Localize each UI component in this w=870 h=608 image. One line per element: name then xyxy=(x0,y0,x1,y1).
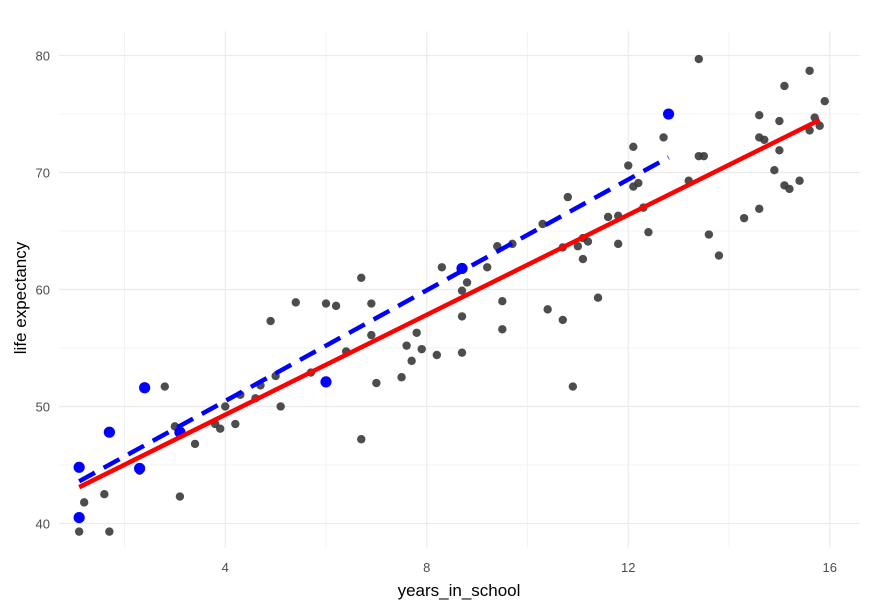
gray-data-point xyxy=(805,66,814,75)
gray-data-point xyxy=(624,161,633,170)
major-gridlines xyxy=(59,31,860,548)
gray-data-point xyxy=(462,278,472,287)
gray-data-point xyxy=(538,219,547,229)
gray-data-point xyxy=(770,165,779,175)
blue-data-point xyxy=(73,461,85,473)
y-axis-title: life expectancy xyxy=(11,241,30,354)
x-axis-title: years_in_school xyxy=(398,581,521,600)
gray-data-point xyxy=(331,301,341,311)
gray-data-point xyxy=(815,121,824,130)
gray-data-point xyxy=(407,356,416,366)
gray-data-point xyxy=(775,116,784,126)
gray-data-point xyxy=(417,344,426,354)
y-tick-label: 70 xyxy=(36,166,50,181)
gray-data-point xyxy=(603,212,613,222)
gray-data-point xyxy=(105,527,114,536)
gray-data-point xyxy=(714,251,724,260)
gray-data-point xyxy=(321,299,331,308)
gray-data-point xyxy=(795,176,804,185)
gray-data-point xyxy=(820,96,829,106)
gray-data-point xyxy=(412,328,421,337)
gray-data-point xyxy=(755,111,764,120)
gray-data-point xyxy=(613,239,623,249)
gray-data-point xyxy=(694,54,703,64)
gray-data-point xyxy=(593,293,603,302)
gray-data-point xyxy=(291,298,300,307)
gray-data-point xyxy=(74,527,84,536)
blue-data-point xyxy=(73,511,85,524)
gray-data-point xyxy=(760,135,769,144)
gray-data-point xyxy=(498,325,507,334)
gray-data-point xyxy=(573,242,583,251)
gray-data-point xyxy=(457,286,467,295)
gray-data-point xyxy=(100,489,109,499)
gray-data-point xyxy=(216,424,225,433)
gray-data-point xyxy=(221,402,230,411)
gray-data-point xyxy=(372,378,381,388)
gray-data-point xyxy=(483,263,492,272)
blue-dashed-fit-line xyxy=(78,155,670,484)
gray-data-point xyxy=(644,227,653,237)
gray-data-point xyxy=(457,312,467,321)
red-fit-line xyxy=(78,117,821,490)
gray-data-point xyxy=(543,305,552,314)
blue-data-point xyxy=(134,462,146,475)
gray-data-point xyxy=(357,273,366,283)
blue-data-point xyxy=(662,108,675,120)
gray-data-point xyxy=(739,213,749,223)
y-tick-label: 50 xyxy=(36,399,50,414)
gray-data-point xyxy=(79,498,89,507)
gray-data-point xyxy=(775,146,784,155)
y-tick-label: 80 xyxy=(36,49,50,64)
gray-data-point xyxy=(755,204,764,213)
gray-data-point xyxy=(266,316,275,326)
gray-data-point xyxy=(357,435,366,444)
gray-data-point xyxy=(498,296,507,306)
gray-data-point xyxy=(563,192,573,202)
y-axis-tick-labels: 40 50 60 70 80 xyxy=(36,49,50,532)
gray-data-point xyxy=(402,341,411,350)
gray-data-point xyxy=(785,184,794,194)
gray-data-point xyxy=(629,142,638,151)
gray-data-point xyxy=(629,182,638,191)
y-tick-label: 40 xyxy=(36,516,50,531)
gray-data-point xyxy=(367,330,376,340)
gray-data-point xyxy=(780,81,789,91)
gray-data-point xyxy=(276,402,285,411)
y-tick-label: 60 xyxy=(36,283,50,298)
gray-points-series xyxy=(74,54,829,536)
gray-data-point xyxy=(704,230,714,239)
x-tick-label: 12 xyxy=(621,560,635,575)
x-tick-label: 4 xyxy=(222,560,229,575)
gray-data-point xyxy=(578,254,588,264)
blue-data-point xyxy=(103,426,115,438)
gray-data-point xyxy=(699,151,709,161)
x-axis-tick-labels: 4 8 12 16 xyxy=(222,560,837,575)
x-tick-label: 16 xyxy=(823,560,837,575)
blue-data-point xyxy=(320,376,332,388)
x-tick-label: 8 xyxy=(423,560,430,575)
gray-data-point xyxy=(397,373,406,382)
gray-data-point xyxy=(367,299,376,308)
gray-data-point xyxy=(175,492,185,501)
gray-data-point xyxy=(457,348,467,357)
gray-data-point xyxy=(190,439,200,449)
blue-points-series xyxy=(73,108,675,524)
minor-gridlines xyxy=(59,31,860,548)
gray-data-point xyxy=(231,419,240,429)
fit-lines xyxy=(78,117,821,490)
gray-data-point xyxy=(160,382,169,391)
gray-data-point xyxy=(558,315,567,325)
gray-data-point xyxy=(568,382,578,391)
gray-data-point xyxy=(659,133,668,142)
blue-data-point xyxy=(139,382,151,394)
gray-data-point xyxy=(432,350,442,360)
gray-data-point xyxy=(437,263,447,272)
gray-data-point xyxy=(583,237,593,246)
